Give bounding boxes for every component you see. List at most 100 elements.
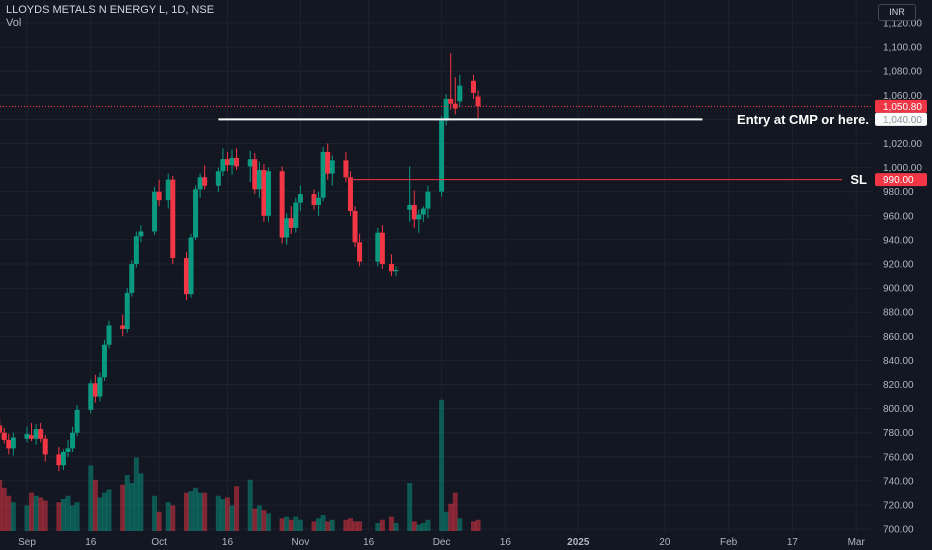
currency-button[interactable]: INR <box>878 4 916 21</box>
candle-body[interactable] <box>188 237 194 295</box>
candle-body[interactable] <box>316 197 322 205</box>
candle-body[interactable] <box>407 204 413 210</box>
candle-body[interactable] <box>92 383 98 397</box>
candle-body[interactable] <box>457 85 463 102</box>
candle-body[interactable] <box>202 177 208 186</box>
candle-body[interactable] <box>284 218 290 238</box>
volume-bar <box>42 500 48 531</box>
candle-body[interactable] <box>70 432 76 449</box>
candle-body[interactable] <box>379 232 385 264</box>
candle-body[interactable] <box>129 264 135 293</box>
level-lines[interactable]: 1,050.80 Entry at CMP or here. 1,040.00 SL 9… <box>0 99 927 187</box>
candle-body[interactable] <box>352 210 358 243</box>
candle-body[interactable] <box>38 429 44 439</box>
candle-body[interactable] <box>124 292 130 330</box>
candle-body[interactable] <box>470 80 476 93</box>
candle-body[interactable] <box>74 409 80 433</box>
volume-bar <box>65 495 71 531</box>
candle-body[interactable] <box>443 98 449 121</box>
candle-body[interactable] <box>215 171 221 186</box>
time-tick-label: Sep <box>18 537 36 548</box>
price-tick-label: 840.00 <box>883 356 914 367</box>
candle-body[interactable] <box>224 159 230 166</box>
price-tick-label: 920.00 <box>883 260 914 271</box>
candle-body[interactable] <box>220 159 226 172</box>
volume-bar <box>297 519 303 531</box>
symbol-title[interactable]: LLOYDS METALS N ENERGY L, 1D, NSE <box>6 4 215 16</box>
candle-body[interactable] <box>1 432 7 440</box>
candle-body[interactable] <box>156 191 162 201</box>
candle-body[interactable] <box>325 151 331 174</box>
candle-body[interactable] <box>33 429 39 439</box>
candle-body[interactable] <box>170 179 176 258</box>
candle-body[interactable] <box>183 257 189 295</box>
volume-indicator-label[interactable]: Vol <box>6 17 22 29</box>
candle-body[interactable] <box>101 344 107 378</box>
candle-body[interactable] <box>452 103 458 109</box>
volume-bar <box>138 473 144 531</box>
candle-body[interactable] <box>448 98 454 104</box>
candle-body[interactable] <box>311 194 317 205</box>
candle-body[interactable] <box>193 189 199 238</box>
price-tick-label: 940.00 <box>883 235 914 246</box>
candle-body[interactable] <box>329 160 335 174</box>
candle-body[interactable] <box>343 160 349 178</box>
candle-body[interactable] <box>288 218 294 228</box>
price-axis[interactable]: 700.00 720.00 740.00 760.00 780.00 800.00 820.… <box>883 19 922 536</box>
time-axis[interactable]: Sep 16 Oct 16 Nov 16 Dec 16 2025 20 Feb 17 Mar <box>18 537 865 548</box>
candle-body[interactable] <box>56 454 62 466</box>
candle-body[interactable] <box>297 194 303 203</box>
candle-body[interactable] <box>106 325 112 345</box>
time-tick-label: Mar <box>848 537 866 548</box>
volume-bar <box>92 479 98 531</box>
candle-body[interactable] <box>425 191 431 209</box>
candle-body[interactable] <box>42 438 48 455</box>
candle-body[interactable] <box>416 214 422 220</box>
candle-body[interactable] <box>88 383 94 410</box>
candle-body[interactable] <box>97 377 103 397</box>
candle-body[interactable] <box>6 439 12 449</box>
candle-body[interactable] <box>152 191 158 232</box>
candle-body[interactable] <box>388 264 394 272</box>
candle-body[interactable] <box>357 242 363 262</box>
candle-body[interactable] <box>475 96 481 107</box>
candle-body[interactable] <box>375 232 381 262</box>
candle-body[interactable] <box>234 157 240 167</box>
candle-body[interactable] <box>320 151 326 198</box>
candle-body[interactable] <box>393 270 399 272</box>
candle-body[interactable] <box>293 202 299 228</box>
candle-body[interactable] <box>24 433 30 439</box>
candle-body[interactable] <box>256 170 262 190</box>
volume-bar <box>411 521 417 531</box>
candle-body[interactable] <box>252 159 258 190</box>
candle-body[interactable] <box>439 120 445 192</box>
candle-body[interactable] <box>133 236 139 264</box>
candle-body[interactable] <box>10 437 16 449</box>
volume-bar <box>320 515 326 531</box>
time-tick-label: 20 <box>659 537 671 548</box>
candle-body[interactable] <box>120 325 126 330</box>
candlesticks[interactable] <box>0 53 481 472</box>
candle-body[interactable] <box>420 208 426 215</box>
price-tick-label: 1,060.00 <box>883 91 922 102</box>
candle-body[interactable] <box>165 179 171 201</box>
price-tick-label: 900.00 <box>883 284 914 295</box>
candle-body[interactable] <box>60 451 66 466</box>
candle-body[interactable] <box>197 177 203 190</box>
candle-body[interactable] <box>347 177 353 211</box>
candle-body[interactable] <box>279 171 285 238</box>
candle-body[interactable] <box>0 425 3 433</box>
entry-label[interactable]: Entry at CMP or here. <box>737 112 869 127</box>
candle-body[interactable] <box>265 171 271 216</box>
candle-body[interactable] <box>261 170 267 216</box>
candle-body[interactable] <box>247 159 253 167</box>
candle-body[interactable] <box>229 157 235 166</box>
candle-body[interactable] <box>29 435 35 439</box>
candle-body[interactable] <box>138 231 144 237</box>
candle-body[interactable] <box>65 448 71 452</box>
sl-label[interactable]: SL <box>850 172 867 187</box>
volume-bar <box>74 502 80 531</box>
candle-body[interactable] <box>411 204 417 220</box>
time-tick-label: 16 <box>500 537 512 548</box>
